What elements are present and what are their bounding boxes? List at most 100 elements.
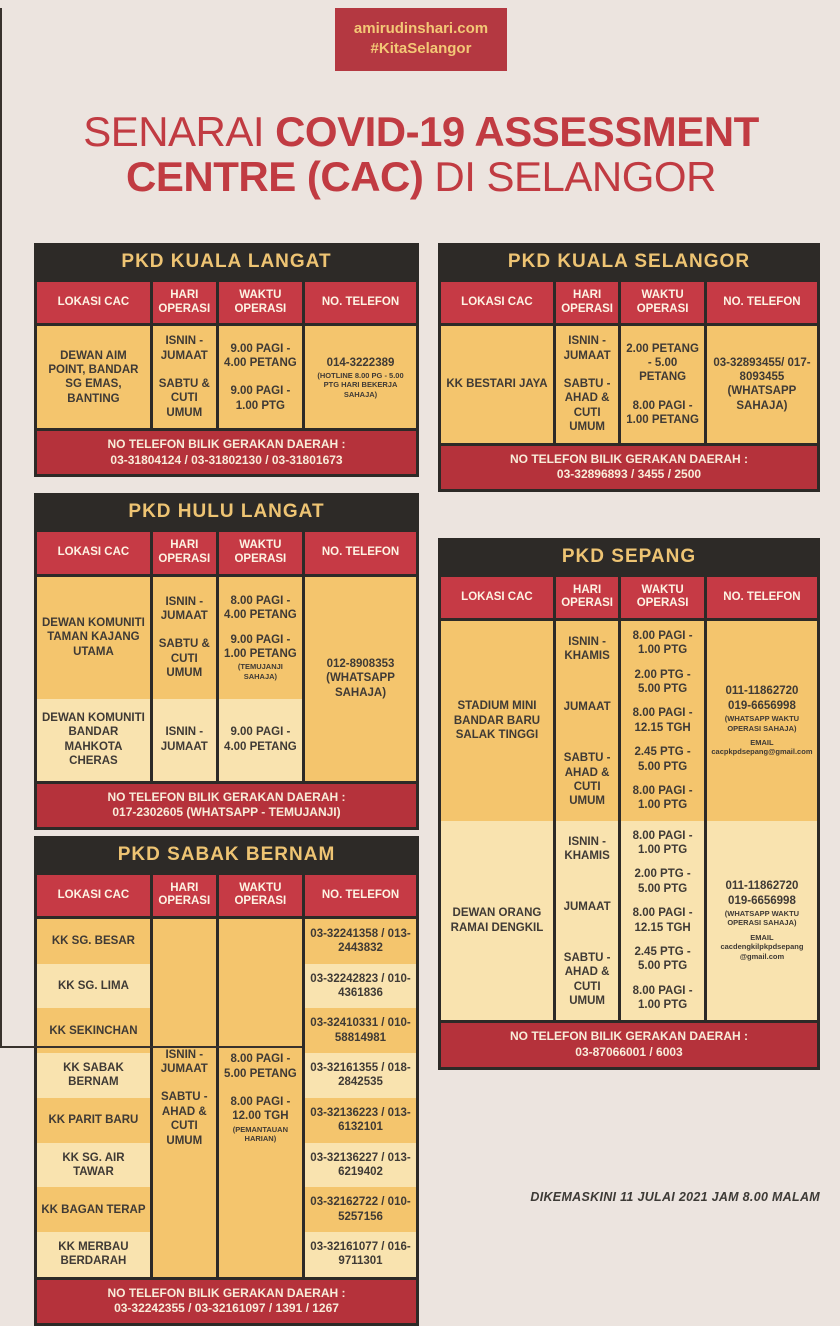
cell-hari: ISNIN - JUMAAT SABTU - AHAD & CUTI UMUM <box>555 326 619 443</box>
table-body: STADIUM MINI BANDAR BARU SALAK TINGGI IS… <box>441 620 817 1021</box>
hari-entry: SABTU - AHAD & CUTI UMUM <box>563 752 611 808</box>
title-word-senarai: SENARAI <box>83 107 265 155</box>
column-header-waktu: WAKTU OPERASI <box>621 576 704 618</box>
hari-entry: JUMAAT <box>563 900 611 913</box>
waktu-entry: 2.00 PTG - 5.00 PTG <box>634 668 691 696</box>
footer-numbers: 03-32242355 / 03-32161097 / 1391 / 1267 <box>114 1301 339 1316</box>
hari-entry: ISNIN - KHAMIS <box>564 835 610 863</box>
footer-label: NO TELEFON BILIK GERAKAN DAERAH : <box>107 1285 346 1300</box>
right-column: PKD KUALA SELANGOR LOKASI CAC HARI OPERA… <box>438 243 820 1204</box>
cell-hari: ISNIN - KHAMIS JUMAAT SABTU - AHAD & CUT… <box>555 820 619 1021</box>
waktu-entry: 2.00 PTG - 5.00 PTG <box>634 868 691 895</box>
waktu-entry: 9.00 PAGI - 4.00 PETANG <box>224 342 297 369</box>
table-title: PKD KUALA SELANGOR <box>441 246 817 280</box>
phone-note: (WHATSAPP WAKTU OPERASI SAHAJA) <box>724 909 800 928</box>
waktu-entry: 8.00 PAGI - 1.00 PTG <box>632 784 693 812</box>
footer-numbers: 03-32896893 / 3455 / 2500 <box>556 467 702 482</box>
waktu-entry: 2.45 PTG - 5.00 PTG <box>634 746 691 773</box>
cell-hari: ISNIN - JUMAAT SABTU & CUTI UMUM <box>152 576 216 699</box>
footer-numbers: 03-87066001 / 6003 <box>575 1045 683 1059</box>
table-title: PKD KUALA LANGAT <box>37 246 416 280</box>
column-header-waktu: WAKTU OPERASI <box>218 874 302 916</box>
table-body: DEWAN AIM POINT, BANDAR SG EMAS, BANTING… <box>37 326 416 429</box>
column-header-hari: HARI OPERASI <box>555 576 619 618</box>
cell-telefon: 011-11862720 019-6656998 (WHATSAPP WAKTU… <box>706 620 817 821</box>
cell-waktu: 9.00 PAGI - 4.00 PETANG <box>218 698 302 781</box>
cell-location: KK SG. BESAR <box>37 918 150 964</box>
cell-waktu: 2.00 PETANG - 5.00 PETANG 8.00 PAGI - 1.… <box>621 326 704 443</box>
cell-telefon-merged: 012-8908353 (WHATSAPP SAHAJA) <box>305 576 416 781</box>
phone-number: 014-3222389 <box>326 356 395 369</box>
column-header-telefon: NO. TELEFON <box>706 576 817 618</box>
waktu-time: 8.00 PAGI - 12.00 TGH <box>230 1095 291 1123</box>
table-pkd-kuala-langat: PKD KUALA LANGAT LOKASI CAC HARI OPERASI… <box>34 243 419 478</box>
page-title-line-2: CENTRE (CAC) DI SELANGOR <box>2 152 840 200</box>
cell-location: KK MERBAU BERDARAH <box>37 1232 150 1277</box>
footer-numbers: 03-31804124 / 03-31802130 / 03-31801673 <box>110 452 343 467</box>
cell-location: STADIUM MINI BANDAR BARU SALAK TINGGI <box>441 620 553 821</box>
waktu-entry: 2.00 PETANG - 5.00 PETANG <box>626 342 699 384</box>
waktu-entry: 8.00 PAGI - 12.00 TGH (PEMANTAUAN HARIAN… <box>223 1095 298 1144</box>
hari-entry: ISNIN - JUMAAT <box>160 335 208 362</box>
column-header-lokasi: LOKASI CAC <box>37 874 150 916</box>
email-label: EMAIL <box>750 932 774 942</box>
phone-number: 019-6656998 <box>728 894 796 907</box>
waktu-entry: 8.00 PAGI - 12.15 TGH <box>632 707 693 734</box>
waktu-entry: 8.00 PAGI - 5.00 PETANG <box>224 1053 297 1080</box>
cell-waktu: 8.00 PAGI - 1.00 PTG 2.00 PTG - 5.00 PTG… <box>621 820 704 1021</box>
cell-waktu: 8.00 PAGI - 1.00 PTG 2.00 PTG - 5.00 PTG… <box>621 620 704 821</box>
waktu-entry: 8.00 PAGI - 1.00 PTG <box>632 984 693 1012</box>
cell-telefon: 03-32162722 / 010-5257156 <box>305 1187 416 1233</box>
cell-waktu: 8.00 PAGI - 4.00 PETANG 9.00 PAGI - 1.00… <box>218 576 302 699</box>
waktu-entry: 8.00 PAGI - 1.00 PETANG <box>626 399 699 427</box>
cell-location: KK BAGAN TERAP <box>37 1187 150 1233</box>
cell-location: KK SG. AIR TAWAR <box>37 1142 150 1188</box>
cell-telefon: 03-32242823 / 010-4361836 <box>305 963 416 1009</box>
cell-hari: ISNIN - JUMAAT SABTU & CUTI UMUM <box>152 326 216 429</box>
table-title: PKD SABAK BERNAM <box>37 838 416 872</box>
table-title: PKD SEPANG <box>441 540 817 574</box>
footer-numbers: 017-2302605 (WHATSAPP - TEMUJANJI) <box>112 805 341 820</box>
tables-layout: PKD KUALA LANGAT LOKASI CAC HARI OPERASI… <box>2 243 840 1326</box>
phone-note: (WHATSAPP SAHAJA) <box>326 672 395 699</box>
footer-label: NO TELEFON BILIK GERAKAN DAERAH : <box>510 1029 748 1044</box>
column-header-lokasi: LOKASI CAC <box>37 532 150 574</box>
table-header-row: LOKASI CAC HARI OPERASI WAKTU OPERASI NO… <box>441 282 817 324</box>
waktu-entry: 9.00 PAGI - 1.00 PTG <box>230 385 291 412</box>
cell-location: KK SABAK BERNAM <box>37 1053 150 1098</box>
left-column: PKD KUALA LANGAT LOKASI CAC HARI OPERASI… <box>34 243 419 1326</box>
footer-label: NO TELEFON BILIK GERAKAN DAERAH : <box>107 789 346 804</box>
table-body: KK SG. BESAR KK SG. LIMA KK SEKINCHAN KK… <box>37 918 416 1277</box>
cell-telefon: 03-32161077 / 016-9711301 <box>305 1232 416 1277</box>
waktu-entry: 9.00 PAGI - 1.00 PETANG (TEMUJANJI SAHAJ… <box>223 633 298 682</box>
phone-number: 019-6656998 <box>728 699 796 712</box>
hari-entry: ISNIN - JUMAAT <box>160 595 208 622</box>
column-header-telefon: NO. TELEFON <box>305 874 416 916</box>
cell-waktu: 9.00 PAGI - 4.00 PETANG 9.00 PAGI - 1.00… <box>218 326 302 429</box>
hari-entry: SABTU & CUTI UMUM <box>158 378 210 419</box>
table-body: DEWAN KOMUNITI TAMAN KAJANG UTAMA ISNIN … <box>37 576 416 781</box>
page-title: SENARAI COVID-19 ASSESSMENT CENTRE (CAC)… <box>2 107 840 200</box>
cell-location: KK SG. LIMA <box>37 963 150 1009</box>
title-word-centre-cac: CENTRE (CAC) <box>126 152 424 200</box>
cell-location: DEWAN ORANG RAMAI DENGKIL <box>441 820 553 1021</box>
badge-site-url: amirudinshari.com <box>353 20 489 37</box>
table-body: KK BESTARI JAYA ISNIN - JUMAAT SABTU - A… <box>441 326 817 443</box>
hari-entry: JUMAAT <box>563 701 611 714</box>
table-header-row: LOKASI CAC HARI OPERASI WAKTU OPERASI NO… <box>441 576 817 618</box>
waktu-note: (PEMANTAUAN HARIAN) <box>232 1124 289 1144</box>
phone-number: 011-11862720 <box>725 880 799 893</box>
column-header-waktu: WAKTU OPERASI <box>218 282 302 324</box>
email-address: cacpkpdsepang@gmail.com <box>711 747 813 757</box>
table-footer: NO TELEFON BILIK GERAKAN DAERAH : 03-870… <box>441 1023 817 1067</box>
cell-hari: ISNIN - KHAMIS JUMAAT SABTU - AHAD & CUT… <box>555 620 619 821</box>
waktu-entry: 2.45 PTG - 5.00 PTG <box>634 945 691 973</box>
badge-hashtag: #KitaSelangor <box>370 40 472 58</box>
hari-entry: ISNIN - KHAMIS <box>564 635 610 663</box>
email-label: EMAIL <box>750 737 774 747</box>
cell-waktu-merged: 8.00 PAGI - 5.00 PETANG 8.00 PAGI - 12.0… <box>218 918 302 1277</box>
waktu-entry: 8.00 PAGI - 1.00 PTG <box>632 629 693 657</box>
waktu-entry: 8.00 PAGI - 1.00 PTG <box>632 829 693 857</box>
cell-telefon: 03-32161355 / 018-2842535 <box>305 1053 416 1098</box>
column-header-hari: HARI OPERASI <box>152 532 216 574</box>
